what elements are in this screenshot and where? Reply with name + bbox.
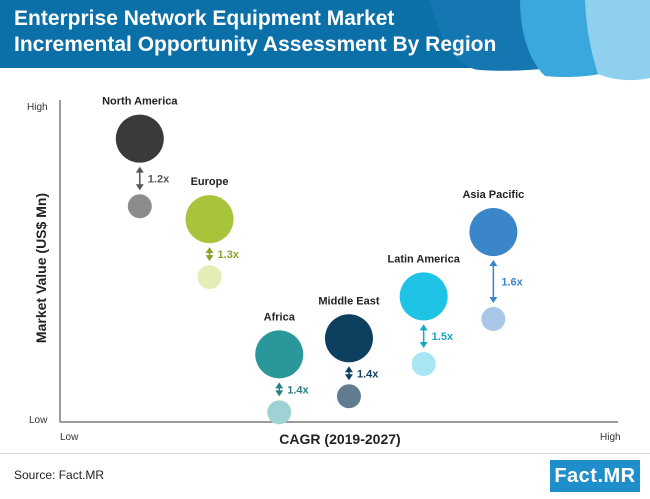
growth-arrow-head-up-latin-america xyxy=(419,324,428,331)
x-axis-label: CAGR (2019-2027) xyxy=(279,431,400,447)
growth-arrow-head-down-africa xyxy=(275,390,284,397)
growth-arrow-head-down-asia-pacific xyxy=(489,296,498,303)
y-tick-high: High xyxy=(27,102,48,113)
multiplier-label-europe: 1.3x xyxy=(218,249,240,261)
banner-wave-light xyxy=(585,0,650,81)
y-tick-low: Low xyxy=(29,415,48,426)
bubble-2027-middle-east xyxy=(324,314,373,363)
region-label-north-america: North America xyxy=(102,96,178,108)
multiplier-label-north-america: 1.2x xyxy=(148,173,170,185)
title-line-1: Enterprise Network Equipment Market xyxy=(14,7,395,30)
bubble-2019-latin-america xyxy=(411,352,436,377)
region-label-latin-america: Latin America xyxy=(387,253,460,265)
multiplier-label-asia-pacific: 1.6x xyxy=(501,276,523,288)
title-banner xyxy=(0,0,560,68)
factmr-logo: Fact.MR xyxy=(550,460,640,492)
multiplier-label-latin-america: 1.5x xyxy=(432,331,454,343)
region-label-europe: Europe xyxy=(191,176,229,188)
bubble-2019-middle-east xyxy=(336,384,361,409)
growth-arrow-head-up-africa xyxy=(275,382,284,389)
bubble-2019-europe xyxy=(197,265,222,290)
bubble-2019-asia-pacific xyxy=(481,306,506,331)
growth-arrow-head-down-middle-east xyxy=(344,374,353,381)
chart-marks: North America 1.2x Europe 1.3x Africa 1.4x Mid… xyxy=(102,96,524,425)
growth-arrow-head-up-north-america xyxy=(135,166,144,173)
x-tick-low: Low xyxy=(60,432,79,443)
region-label-asia-pacific: Asia Pacific xyxy=(462,189,524,201)
region-label-middle-east: Middle East xyxy=(318,295,379,307)
x-tick-high: High xyxy=(600,432,621,443)
bubble-2027-latin-america xyxy=(399,272,448,321)
footer-divider xyxy=(0,453,650,454)
bubble-2027-europe xyxy=(185,195,234,244)
title-line-2: Incremental Opportunity Assessment By Re… xyxy=(14,33,497,56)
source-note: Source: Fact.MR xyxy=(14,468,105,482)
multiplier-label-africa: 1.4x xyxy=(287,384,309,396)
y-axis-label: Market Value (US$ Mn) xyxy=(33,193,49,343)
multiplier-label-middle-east: 1.4x xyxy=(357,368,379,380)
growth-arrow-head-up-europe xyxy=(205,247,214,254)
bubble-2027-africa xyxy=(255,330,304,379)
region-label-africa: Africa xyxy=(264,311,296,323)
page-title: Enterprise Network Equipment Market Incr… xyxy=(14,6,534,58)
growth-arrow-head-down-north-america xyxy=(135,184,144,191)
bubble-2019-north-america xyxy=(127,194,152,219)
bubble-2027-north-america xyxy=(115,114,164,163)
growth-arrow-head-up-asia-pacific xyxy=(489,260,498,267)
growth-arrow-head-down-latin-america xyxy=(419,342,428,349)
growth-arrow-head-up-middle-east xyxy=(344,366,353,373)
growth-arrow-head-down-europe xyxy=(205,255,214,262)
bubble-2027-asia-pacific xyxy=(469,208,518,257)
bubble-2019-africa xyxy=(267,400,292,425)
